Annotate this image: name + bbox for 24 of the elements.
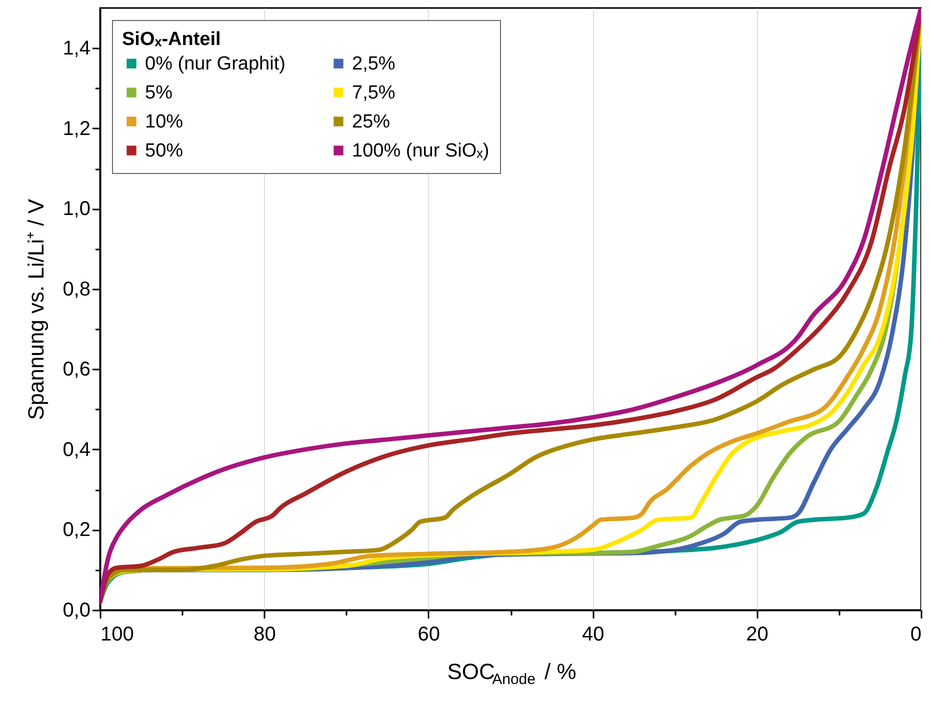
y-tick-label: 0,0 — [62, 600, 90, 622]
legend-title: SiOₓ-Anteil — [122, 29, 221, 50]
x-tick-label: 0 — [910, 624, 922, 646]
x-tick-label: 100 — [100, 624, 134, 646]
y-tick-label: 1,0 — [62, 198, 90, 220]
legend-label: 25% — [352, 112, 390, 132]
y-tick-label: 0,4 — [62, 438, 90, 461]
y-tick-label: 0,2 — [62, 519, 90, 542]
legend-label: 100% (nur SiOₓ) — [352, 140, 490, 162]
y-tick-label: 1,4 — [62, 38, 90, 60]
x-tick-label: 20 — [746, 624, 768, 646]
legend-label: 0% (nur Graphit) — [145, 54, 286, 75]
x-tick-label: 80 — [254, 624, 276, 646]
y-tick-label: 0,6 — [62, 358, 90, 381]
y-tick-label: 0,8 — [62, 278, 90, 300]
legend-label: 7,5% — [352, 82, 396, 104]
legend-label: 10% — [145, 112, 184, 132]
legend-label: 2,5% — [352, 54, 396, 75]
x-tick-label: 60 — [418, 624, 440, 646]
legend-label: 50% — [145, 140, 184, 162]
y-axis-title: Spannung vs. Li/Li⁺ / V — [24, 198, 49, 420]
legend-label: 5% — [145, 82, 173, 104]
y-tick-label: 1,2 — [62, 118, 90, 140]
x-tick-label: 40 — [582, 624, 604, 646]
